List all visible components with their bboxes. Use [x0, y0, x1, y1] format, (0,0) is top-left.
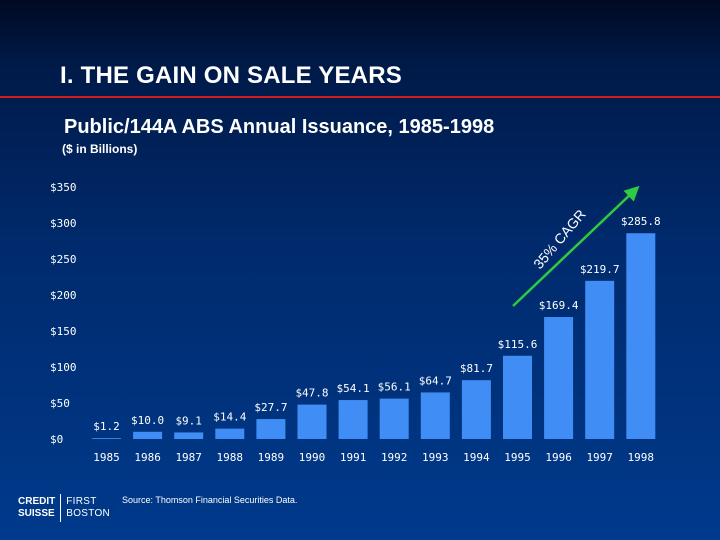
bar-value-label: $54.1 [337, 382, 370, 395]
x-tick-label: 1994 [463, 451, 490, 464]
bar-1990 [297, 404, 327, 439]
bar-value-label: $47.8 [295, 387, 328, 400]
bar-value-label: $1.2 [93, 420, 120, 433]
bar-1991 [338, 400, 368, 439]
bar-value-label: $81.7 [460, 362, 493, 375]
y-tick-label: $50 [50, 397, 70, 410]
x-tick-label: 1998 [628, 451, 655, 464]
bar-value-label: $10.0 [131, 414, 164, 427]
y-tick-label: $0 [50, 433, 63, 446]
x-tick-label: 1985 [93, 451, 120, 464]
logo-divider [60, 494, 62, 522]
logo-line-2: SUISSE [18, 508, 55, 519]
bar-value-label: $9.1 [175, 414, 202, 427]
x-tick-label: 1992 [381, 451, 408, 464]
y-tick-label: $150 [50, 325, 77, 338]
x-tick-label: 1986 [134, 451, 161, 464]
bar-value-label: $14.4 [213, 411, 246, 424]
x-tick-label: 1988 [217, 451, 244, 464]
units-label: ($ in Billions) [62, 142, 138, 156]
bar-1989 [256, 419, 286, 439]
x-tick-label: 1989 [258, 451, 285, 464]
logo-line-4: BOSTON [66, 508, 111, 519]
chart-subtitle: Public/144A ABS Annual Issuance, 1985-19… [64, 116, 495, 138]
page-title: I. THE GAIN ON SALE YEARS [60, 62, 402, 89]
bar-1986 [133, 431, 163, 439]
cagr-trend-arrow [512, 185, 640, 307]
y-tick-label: $100 [50, 361, 77, 374]
bar-1995 [503, 355, 532, 439]
x-tick-label: 1997 [586, 451, 613, 464]
bar-1994 [461, 380, 491, 439]
bar-1988 [215, 428, 245, 439]
bar-1993 [420, 392, 450, 439]
bar-value-label: $64.7 [419, 374, 452, 387]
bar-value-label: $115.6 [498, 338, 538, 351]
bar-value-label: $219.7 [580, 263, 620, 276]
logo-line-1: CREDIT [18, 496, 56, 507]
y-tick-label: $350 [50, 181, 77, 194]
x-tick-label: 1987 [175, 451, 202, 464]
source-note: Source: Thomson Financial Securities Dat… [122, 495, 298, 505]
y-tick-label: $300 [50, 217, 77, 230]
bar-value-label: $285.8 [621, 215, 661, 228]
title-rule [0, 96, 720, 98]
y-tick-label: $200 [50, 289, 77, 302]
x-tick-label: 1991 [340, 451, 367, 464]
bar-1998 [626, 233, 656, 439]
bar-value-label: $169.4 [539, 299, 579, 312]
x-tick-label: 1993 [422, 451, 449, 464]
bar-value-label: $56.1 [378, 381, 411, 394]
x-tick-label: 1995 [504, 451, 531, 464]
bar-1992 [379, 398, 409, 439]
bar-1985 [92, 438, 121, 439]
credit-suisse-first-boston-logo: CREDIT SUISSE FIRST BOSTON [18, 494, 110, 522]
bar-value-label: $27.7 [254, 401, 287, 414]
y-tick-label: $250 [50, 253, 77, 266]
bar-1987 [174, 432, 204, 439]
bar-1996 [544, 317, 574, 439]
x-tick-label: 1996 [545, 451, 572, 464]
bar-1997 [585, 280, 615, 439]
logo-line-3: FIRST [66, 496, 97, 507]
x-tick-label: 1990 [299, 451, 326, 464]
